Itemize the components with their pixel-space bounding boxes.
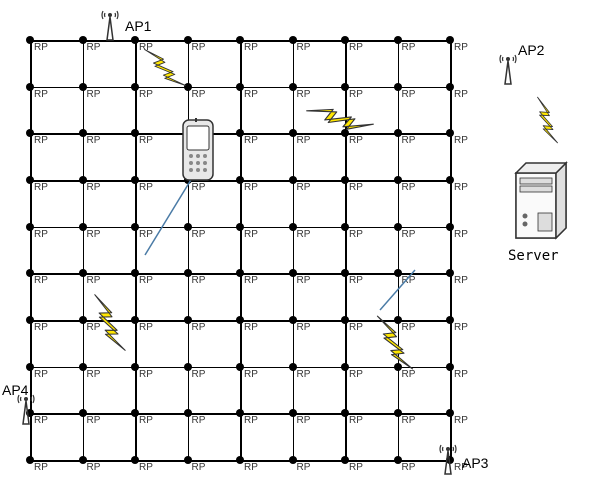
rp-label: RP bbox=[297, 42, 311, 53]
rp-label: RP bbox=[192, 275, 206, 286]
rp-label: RP bbox=[297, 275, 311, 286]
rp-label: RP bbox=[34, 415, 48, 426]
mobile-phone-icon bbox=[178, 118, 218, 188]
rp-label: RP bbox=[454, 135, 468, 146]
antenna-ap3-icon bbox=[438, 442, 458, 476]
rp-label: RP bbox=[244, 89, 258, 100]
rp-label: RP bbox=[192, 229, 206, 240]
rp-label: RP bbox=[244, 462, 258, 473]
rp-label: RP bbox=[34, 182, 48, 193]
rp-label: RP bbox=[139, 415, 153, 426]
rp-label: RP bbox=[34, 229, 48, 240]
rp-label: RP bbox=[192, 462, 206, 473]
rp-label: RP bbox=[87, 135, 101, 146]
ap2-label: AP2 bbox=[518, 42, 544, 58]
rp-label: RP bbox=[349, 322, 363, 333]
rp-label: RP bbox=[349, 462, 363, 473]
rp-label: RP bbox=[87, 275, 101, 286]
rp-label: RP bbox=[139, 42, 153, 53]
rp-label: RP bbox=[34, 89, 48, 100]
rp-label: RP bbox=[297, 369, 311, 380]
server-label: Server bbox=[508, 248, 559, 264]
rp-label: RP bbox=[402, 275, 416, 286]
rp-label: RP bbox=[297, 229, 311, 240]
ap4-label: AP4 bbox=[2, 382, 28, 398]
server-icon bbox=[508, 158, 573, 243]
rp-label: RP bbox=[402, 89, 416, 100]
rp-label: RP bbox=[244, 322, 258, 333]
rp-label: RP bbox=[297, 135, 311, 146]
rp-label: RP bbox=[34, 369, 48, 380]
antenna-ap1-icon bbox=[100, 8, 120, 42]
ap3-label: AP3 bbox=[462, 455, 488, 471]
rp-label: RP bbox=[349, 42, 363, 53]
rp-label: RP bbox=[139, 229, 153, 240]
rp-label: RP bbox=[34, 135, 48, 146]
rp-label: RP bbox=[454, 182, 468, 193]
rp-label: RP bbox=[349, 369, 363, 380]
rp-label: RP bbox=[192, 415, 206, 426]
rp-label: RP bbox=[349, 415, 363, 426]
rp-label: RP bbox=[402, 182, 416, 193]
rp-label: RP bbox=[244, 135, 258, 146]
rp-label: RP bbox=[192, 42, 206, 53]
rp-label: RP bbox=[244, 369, 258, 380]
rp-label: RP bbox=[87, 182, 101, 193]
rp-label: RP bbox=[34, 275, 48, 286]
rp-label: RP bbox=[87, 415, 101, 426]
rp-label: RP bbox=[192, 369, 206, 380]
reference-point-grid: RP RP RP RP RP RP RP RP RP RP RP RP RP RP RP RP RP RP RP RP… bbox=[30, 40, 450, 460]
rp-label: RP bbox=[87, 89, 101, 100]
rp-label: RP bbox=[34, 322, 48, 333]
rp-label: RP bbox=[454, 322, 468, 333]
rp-label: RP bbox=[454, 369, 468, 380]
antenna-ap2-icon bbox=[498, 52, 518, 86]
rp-label: RP bbox=[402, 415, 416, 426]
rp-label: RP bbox=[87, 369, 101, 380]
rp-label: RP bbox=[402, 322, 416, 333]
rp-label: RP bbox=[349, 135, 363, 146]
rp-label: RP bbox=[139, 275, 153, 286]
rp-label: RP bbox=[34, 462, 48, 473]
ap1-label: AP1 bbox=[125, 18, 151, 34]
rp-label: RP bbox=[297, 182, 311, 193]
rp-label: RP bbox=[139, 369, 153, 380]
rp-label: RP bbox=[139, 182, 153, 193]
rp-label: RP bbox=[139, 462, 153, 473]
rp-label: RP bbox=[139, 89, 153, 100]
rp-label: RP bbox=[297, 462, 311, 473]
rp-label: RP bbox=[87, 462, 101, 473]
rp-label: RP bbox=[244, 229, 258, 240]
rp-label: RP bbox=[244, 182, 258, 193]
rp-label: RP bbox=[349, 275, 363, 286]
rp-label: RP bbox=[297, 89, 311, 100]
rp-label: RP bbox=[402, 135, 416, 146]
rp-label: RP bbox=[192, 89, 206, 100]
rp-label: RP bbox=[402, 462, 416, 473]
rp-label: RP bbox=[454, 42, 468, 53]
rp-label: RP bbox=[297, 322, 311, 333]
rp-label: RP bbox=[402, 369, 416, 380]
lightning-bolt-icon bbox=[516, 86, 578, 154]
rp-label: RP bbox=[244, 275, 258, 286]
rp-label: RP bbox=[454, 89, 468, 100]
rp-label: RP bbox=[87, 42, 101, 53]
rp-label: RP bbox=[244, 42, 258, 53]
rp-label: RP bbox=[454, 229, 468, 240]
rp-label: RP bbox=[402, 229, 416, 240]
rp-label: RP bbox=[349, 89, 363, 100]
rp-label: RP bbox=[454, 415, 468, 426]
rp-label: RP bbox=[87, 229, 101, 240]
rp-label: RP bbox=[349, 229, 363, 240]
rp-label: RP bbox=[349, 182, 363, 193]
rp-label: RP bbox=[139, 135, 153, 146]
rp-label: RP bbox=[34, 42, 48, 53]
rp-label: RP bbox=[192, 322, 206, 333]
rp-label: RP bbox=[454, 275, 468, 286]
rp-label: RP bbox=[402, 42, 416, 53]
rp-label: RP bbox=[297, 415, 311, 426]
rp-label: RP bbox=[139, 322, 153, 333]
rp-label: RP bbox=[244, 415, 258, 426]
rp-label: RP bbox=[87, 322, 101, 333]
